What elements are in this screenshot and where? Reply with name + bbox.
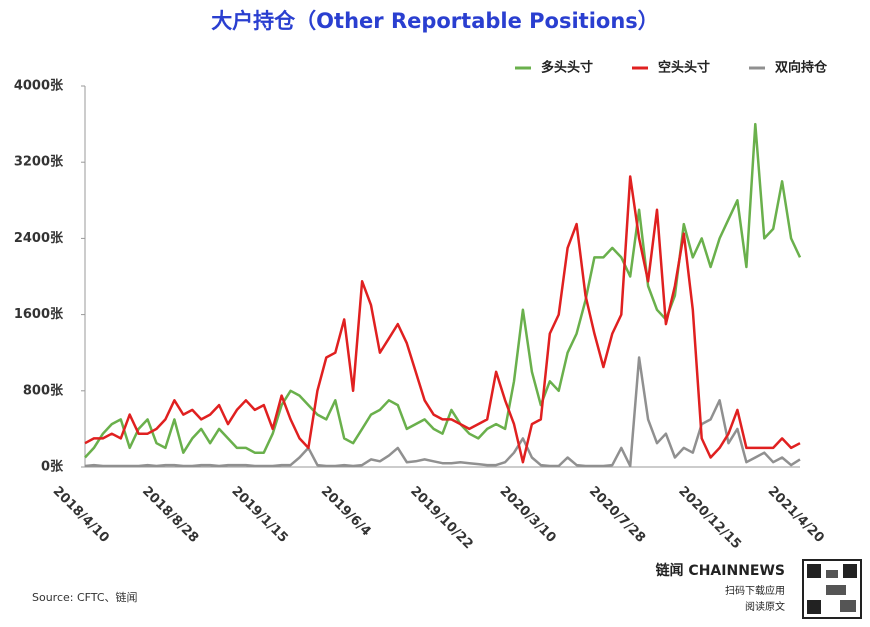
y-tick-label: 0张 — [41, 460, 64, 475]
brand-line: 阅读原文 — [745, 600, 785, 613]
x-tick-label: 2020/7/28 — [586, 484, 648, 546]
x-tick-label: 2019/6/4 — [318, 484, 374, 540]
series-line — [84, 175, 801, 464]
legend-label: 双向持仓 — [775, 60, 828, 76]
chart-title: 大户持仓（Other Reportable Positions） — [211, 9, 659, 33]
brand-line: 扫码下载应用 — [725, 584, 785, 597]
qr-code — [802, 559, 862, 619]
x-tick-label: 2019/10/22 — [407, 484, 475, 552]
y-tick-label: 3200张 — [14, 155, 64, 170]
legend-label: 多头头寸 — [541, 60, 593, 76]
x-tick-label: 2020/12/15 — [675, 484, 743, 552]
series-line — [84, 122, 802, 459]
y-tick-label: 800张 — [23, 383, 64, 398]
legend-label: 空头头寸 — [658, 60, 710, 76]
x-tick-label: 2020/3/10 — [497, 484, 559, 546]
y-tick-label: 2400张 — [14, 231, 64, 246]
source: Source: CFTC、链闻 — [32, 590, 138, 604]
y-tick-label: 4000张 — [14, 79, 64, 94]
brand-name: 链闻 CHAINNEWS — [656, 562, 785, 579]
x-tick-label: 2018/8/28 — [139, 484, 201, 546]
series-line — [84, 356, 801, 468]
x-tick-label: 2019/1/15 — [228, 484, 290, 546]
y-tick-label: 1600张 — [14, 307, 64, 322]
x-tick-label: 2021/4/20 — [765, 484, 827, 546]
x-tick-label: 2018/4/10 — [50, 484, 112, 546]
